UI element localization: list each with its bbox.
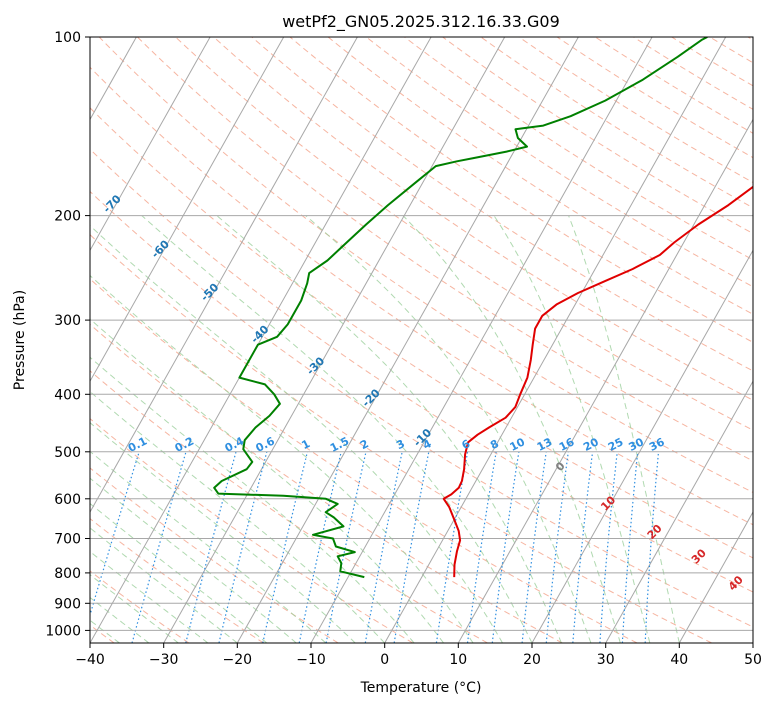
y-tick-label: 500 <box>54 445 81 461</box>
mixing-ratio-label: 13 <box>535 435 555 454</box>
x-tick-label: 20 <box>523 652 541 668</box>
mixing-ratio-line <box>600 452 617 643</box>
x-tick-label: 50 <box>744 652 762 668</box>
x-tick-label: −20 <box>223 652 253 668</box>
moist-adiabat-label: 10 <box>598 493 618 513</box>
dry-adiabat <box>748 37 775 643</box>
x-tick-label: 30 <box>597 652 615 668</box>
dry-adiabat <box>0 37 712 643</box>
moist-adiabat <box>0 216 267 643</box>
chart-title: wetPf2_GN05.2025.312.16.33.G09 <box>282 12 560 32</box>
mixing-ratio-label: 25 <box>606 435 626 454</box>
mixing-ratio-line <box>219 452 267 643</box>
x-tick-label: −30 <box>149 652 179 668</box>
dry-adiabat <box>519 37 775 643</box>
mixing-ratio-label: 1 <box>299 437 312 452</box>
dry-adiabat <box>672 37 775 643</box>
dry-adiabat <box>328 37 775 643</box>
mixing-ratio-line <box>492 452 519 643</box>
mixing-ratio-label: 10 <box>508 435 528 454</box>
dry-adiabat <box>23 37 775 643</box>
mixing-ratio-line <box>263 452 308 643</box>
isotherm-label: -80 <box>50 152 73 175</box>
isotherm-line <box>0 37 63 643</box>
mixing-ratio-label: 30 <box>626 435 646 454</box>
mixing-ratio-line <box>186 452 236 643</box>
dry-adiabat <box>214 37 775 643</box>
dewpoint-profile <box>214 37 707 577</box>
mixing-ratio-line <box>645 452 658 643</box>
moist-adiabat <box>217 216 562 643</box>
y-tick-label: 1000 <box>45 623 81 639</box>
isotherm-line <box>753 37 775 643</box>
y-axis-label: Pressure (hPa) <box>12 290 28 390</box>
moist-adiabat <box>403 216 620 643</box>
line-labels: 0.10.20.40.611.52346810131620253036-100-… <box>0 49 746 593</box>
isotherm-line <box>385 37 726 643</box>
sounding-series <box>214 37 775 577</box>
moist-adiabat <box>0 216 355 643</box>
mixing-ratio-line <box>132 452 186 643</box>
isotherm-line <box>532 37 775 643</box>
y-tick-label: 900 <box>54 596 81 612</box>
y-tick-label: 200 <box>54 209 81 225</box>
isotherm-line <box>0 37 210 643</box>
isotherm-label: -90 <box>3 104 26 127</box>
moist-adiabat-label: 40 <box>726 573 746 593</box>
mixing-ratio-line <box>622 452 637 643</box>
x-tick-label: 0 <box>380 652 389 668</box>
moist-adiabat <box>0 216 178 643</box>
dry-adiabat <box>0 37 562 643</box>
dry-adiabat <box>176 37 775 643</box>
dry-adiabat <box>61 37 775 643</box>
y-tick-label: 700 <box>54 532 81 548</box>
x-tick-label: 10 <box>449 652 467 668</box>
moist-adiabat <box>0 216 296 643</box>
plot-frame <box>90 37 753 643</box>
dry-adiabat <box>366 37 775 643</box>
axes: −40 −30 −20 −10 0 10 20 30 40 50 100 200 300 400 500 60… <box>45 30 762 668</box>
dry-adiabat <box>405 37 775 643</box>
y-tick-label: 600 <box>54 492 81 508</box>
isotherm-line <box>0 37 284 643</box>
dry-adiabat <box>0 37 264 643</box>
moist-adiabat-label: 30 <box>689 546 709 566</box>
y-tick-label: 400 <box>54 387 81 403</box>
mixing-ratio-line <box>468 452 497 643</box>
y-tick-label: 800 <box>54 566 81 582</box>
x-tick-label: 40 <box>670 652 688 668</box>
mixing-ratio-line <box>522 452 546 643</box>
y-tick-label: 300 <box>54 313 81 329</box>
background-lines <box>0 37 775 643</box>
y-tick-label: 100 <box>54 30 81 46</box>
x-tick-label: −40 <box>75 652 105 668</box>
isotherm-line <box>16 37 357 643</box>
x-axis-label: Temperature (°C) <box>360 680 482 696</box>
dry-adiabat <box>0 37 488 643</box>
x-tick-label: −10 <box>296 652 326 668</box>
moist-adiabat <box>27 216 473 643</box>
moist-adiabat <box>0 216 237 643</box>
mixing-ratio-label: 20 <box>581 435 601 454</box>
moist-adiabat <box>0 216 326 643</box>
dry-adiabat <box>0 37 189 643</box>
